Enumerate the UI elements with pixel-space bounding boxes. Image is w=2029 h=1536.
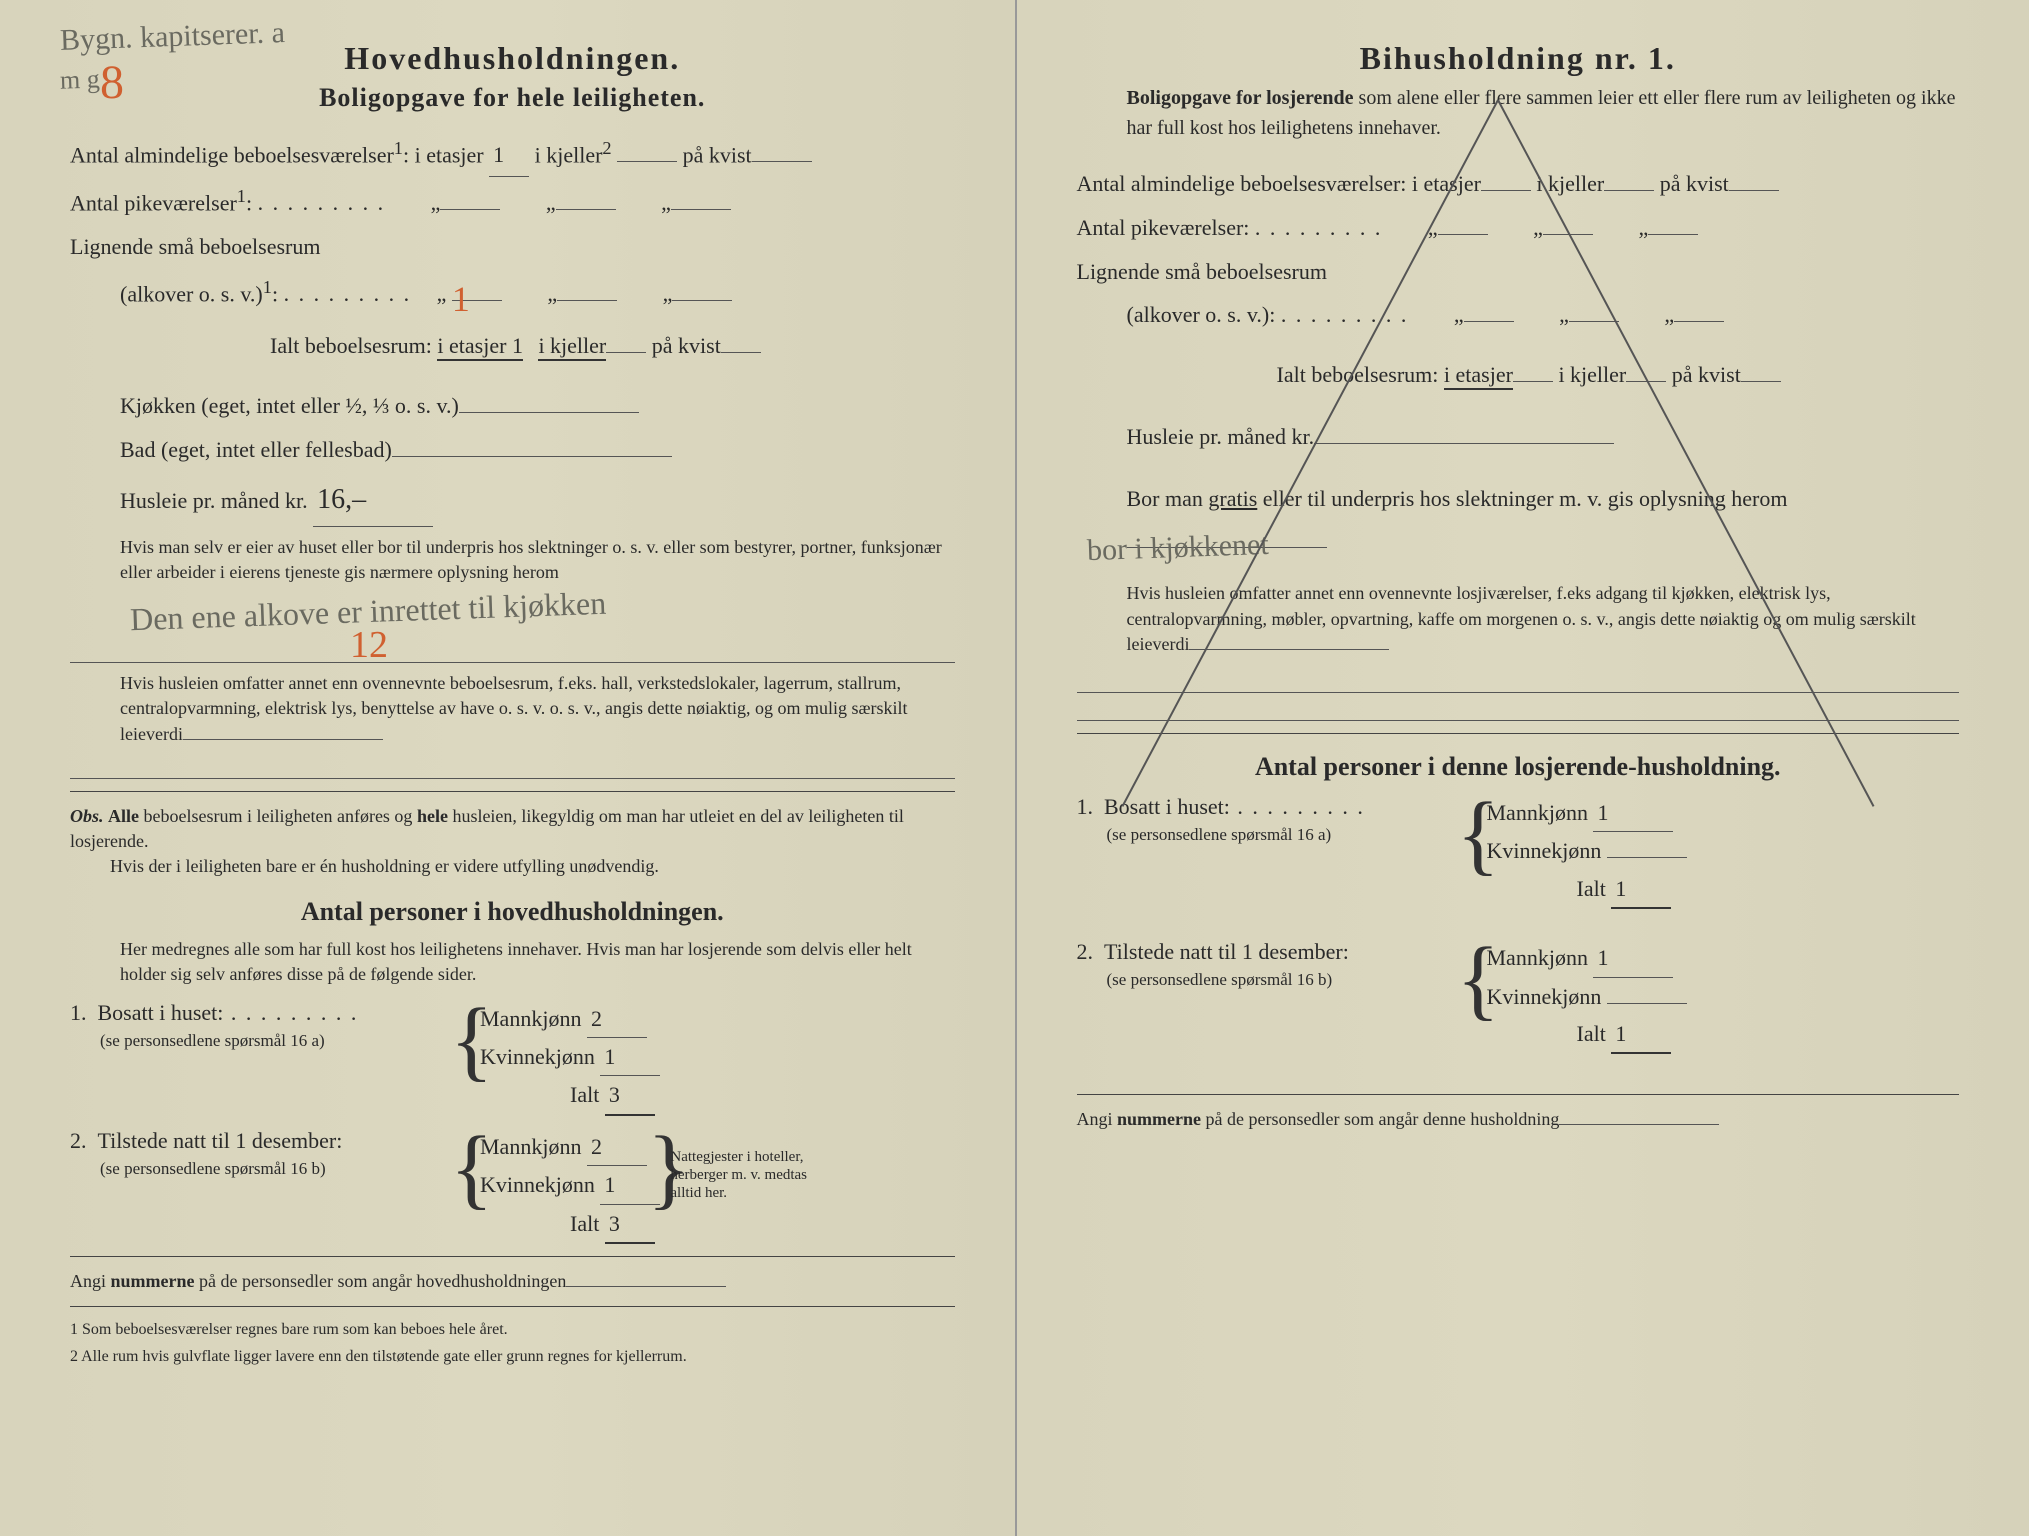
lignende-line: Lignende små beboelsesrum [70, 226, 955, 268]
divider [70, 791, 955, 792]
natt-note: Nattegjester i hoteller, herberger m. v.… [670, 1148, 840, 1202]
persons-title: Antal personer i hovedhusholdningen. [70, 897, 955, 927]
persons-2: 2. Tilstede natt til 1 desember: (se per… [70, 1128, 955, 1244]
husleie-line: Husleie pr. måned kr. 16,– [70, 473, 955, 527]
hand-bor: bor i kjøkkenet [1086, 515, 1270, 578]
pike-line: Antal pikeværelser1: „ „ „ [70, 179, 955, 224]
r-angi: Angi nummerne på de personsedler som ang… [1077, 1107, 1960, 1132]
brace-icon: { [450, 1128, 493, 1209]
angi-line: Angi nummerne på de personsedler som ang… [70, 1269, 955, 1294]
r-alkover: (alkover o. s. v.): „ „ „ [1077, 294, 1960, 336]
r-husleie: Husleie pr. måned kr. [1077, 416, 1960, 458]
r-persons-title: Antal personer i denne losjerende-hushol… [1077, 752, 1960, 782]
subtitle: Boligopgave for hele leiligheten. [70, 83, 955, 113]
r-pike-line: Antal pikeværelser: „ „ „ [1077, 207, 1960, 249]
right-intro: Boligopgave for losjerende som alene ell… [1077, 83, 1960, 143]
persons-1: 1. Bosatt i huset: (se personsedlene spø… [70, 1000, 955, 1116]
obs-section: Obs. Alle Alle beboelsesrum i leilighete… [70, 804, 955, 880]
r-bor-gratis: Bor man gratis eller til underpris hos s… [1077, 478, 1960, 562]
persons-intro: Her medregnes alle som har full kost hos… [70, 937, 955, 987]
brace-icon: { [450, 1000, 493, 1081]
footnote-1: 1 Som beboelsesværelser regnes bare rum … [70, 1319, 955, 1341]
r-ialt-rooms: Ialt beboelsesrum: i etasjer i kjeller p… [1077, 354, 1960, 396]
right-page: Bihusholdning nr. 1. Boligopgave for los… [1015, 0, 2029, 1536]
hvis-eier: Hvis man selv er eier av huset eller bor… [70, 535, 955, 585]
r-persons-1: 1. Bosatt i huset: (se personsedlene spø… [1077, 794, 1960, 909]
ialt-rooms: Ialt beboelsesrum: i etasjer 1 i kjeller… [70, 325, 955, 367]
right-title: Bihusholdning nr. 1. [1077, 40, 1960, 77]
rooms-line1: Antal almindelige beboelsesværelser1: i … [70, 131, 955, 177]
fill-line [70, 755, 955, 779]
brace-icon: { [1457, 794, 1500, 875]
alkover-line: (alkover o. s. v.)1: „ 1 „ „ [70, 270, 955, 315]
red-12: 12 [350, 623, 388, 667]
red-number: 8 [100, 55, 124, 110]
bad-line: Bad (eget, intet eller fellesbad) [70, 429, 955, 471]
hvis-husleie: Hvis husleien omfatter annet enn ovennev… [70, 671, 955, 747]
r-persons-2: 2. Tilstede natt til 1 desember: (se per… [1077, 939, 1960, 1054]
r-lignende: Lignende små beboelsesrum [1077, 251, 1960, 293]
owner-fill-line: Den ene alkove er inrettet til kjøkken 1… [70, 593, 955, 663]
kjokken-line: Kjøkken (eget, intet eller ½, ⅓ o. s. v.… [70, 385, 955, 427]
footnote-2: 2 Alle rum hvis gulvflate ligger lavere … [70, 1346, 955, 1368]
brace-icon: { [1457, 939, 1500, 1020]
left-page: Bygn. kapitserer. a 8 m g Hovedhusholdni… [0, 0, 1015, 1536]
pencil-mg: m g [59, 64, 100, 95]
r-rooms-line: Antal almindelige beboelsesværelser: i e… [1077, 163, 1960, 205]
